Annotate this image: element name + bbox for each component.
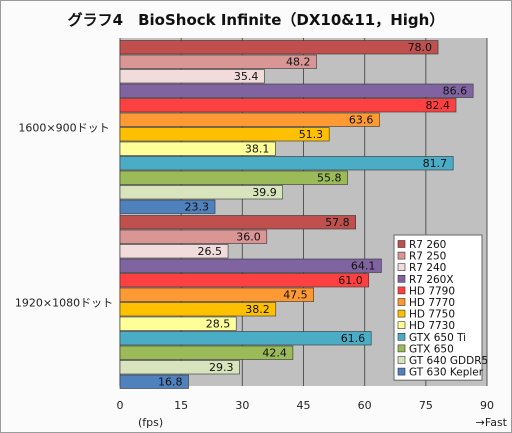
legend-swatch <box>397 367 406 376</box>
bar-value-label: 57.8 <box>325 216 350 229</box>
bar <box>119 54 317 69</box>
bar-value-label: 55.8 <box>317 172 342 185</box>
bar-value-label: 61.6 <box>341 332 366 345</box>
legend-swatch <box>397 274 406 283</box>
bar <box>119 360 240 375</box>
bar <box>119 69 265 84</box>
bar-value-label: 82.4 <box>426 99 451 112</box>
bar <box>119 302 277 317</box>
bar-value-label: 29.3 <box>209 361 234 374</box>
bar <box>119 185 284 200</box>
bar <box>119 244 229 259</box>
legend-label: R7 240 <box>409 262 446 274</box>
bar <box>119 374 189 389</box>
legend-swatch <box>397 332 406 341</box>
bar-value-label: 23.3 <box>185 201 210 214</box>
bar <box>119 345 294 360</box>
x-tick-label: 90 <box>480 399 494 412</box>
legend-label: R7 260 <box>409 239 446 251</box>
bar-value-label: 63.6 <box>349 114 374 127</box>
legend-swatch <box>397 251 406 260</box>
legend-label: GT 640 GDDR5 <box>409 355 488 367</box>
legend-swatch <box>397 286 406 295</box>
category-label: 1600×900ドット <box>18 122 109 135</box>
bar-value-label: 61.0 <box>338 274 363 287</box>
x-axis-label: (fps) <box>138 416 163 429</box>
bar <box>119 215 356 230</box>
bar <box>119 170 348 185</box>
x-tick-label: 15 <box>174 399 188 412</box>
bar-value-label: 78.0 <box>408 41 433 54</box>
legend-label: HD 7750 <box>409 309 455 321</box>
bar-value-label: 42.4 <box>262 347 287 360</box>
bar-value-label: 47.5 <box>283 289 308 302</box>
legend-swatch <box>397 298 406 306</box>
bar <box>119 258 382 273</box>
bar <box>119 127 330 142</box>
chart-title: グラフ4 BioShock Infinite（DX10&11，High） <box>67 11 445 29</box>
bar-value-label: 35.4 <box>234 70 259 83</box>
bar <box>119 273 370 288</box>
bar <box>119 40 439 55</box>
bar <box>119 156 454 171</box>
legend-swatch <box>397 309 406 318</box>
bar <box>119 229 268 244</box>
legend-label: GTX 650 <box>409 343 454 355</box>
bar-value-label: 48.2 <box>286 56 311 69</box>
legend-label: R7 250 <box>409 251 446 263</box>
bar-value-label: 39.9 <box>252 186 277 199</box>
bar-value-label: 38.1 <box>245 143 270 156</box>
bar <box>119 141 276 156</box>
bar-value-label: 28.5 <box>206 318 231 331</box>
bar-value-label: 38.2 <box>245 303 270 316</box>
bar-value-label: 81.7 <box>423 157 448 170</box>
legend-label: GT 630 Kepler <box>409 367 484 379</box>
bar <box>119 98 457 113</box>
legend-label: HD 7790 <box>409 285 455 297</box>
legend-label: R7 260X <box>409 274 454 286</box>
legend-swatch <box>397 344 406 353</box>
bar <box>119 83 474 98</box>
bar-value-label: 64.1 <box>351 260 376 273</box>
x-tick-label: 0 <box>117 399 124 412</box>
bar <box>119 112 380 127</box>
legend-swatch <box>397 356 406 364</box>
legend-label: HD 7770 <box>409 297 455 309</box>
x-tick-label: 75 <box>419 399 433 412</box>
bar <box>119 331 372 346</box>
bar <box>119 316 237 331</box>
category-label: 1920×1080ドット <box>15 297 113 310</box>
legend-label: HD 7730 <box>409 320 455 332</box>
bar-value-label: 16.8 <box>158 376 183 389</box>
x-tick-label: 30 <box>235 399 249 412</box>
bar-value-label: 26.5 <box>198 245 223 258</box>
legend <box>393 234 483 381</box>
x-tick-label: 45 <box>297 399 311 412</box>
bar-value-label: 51.3 <box>299 128 324 141</box>
bar-value-label: 86.6 <box>443 85 468 98</box>
x-axis-direction-label: →Fast <box>476 416 508 429</box>
legend-swatch <box>397 240 406 248</box>
bar-value-label: 36.0 <box>236 231 261 244</box>
bar <box>119 199 216 214</box>
x-tick-label: 60 <box>358 399 372 412</box>
legend-swatch <box>397 321 406 330</box>
bar <box>119 287 314 302</box>
legend-swatch <box>397 263 406 272</box>
legend-label: GTX 650 Ti <box>409 332 466 344</box>
